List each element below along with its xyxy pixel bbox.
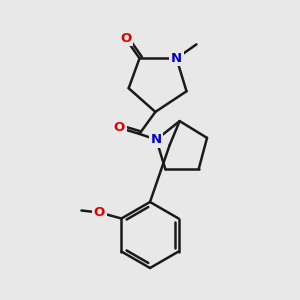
- Text: N: N: [171, 52, 182, 65]
- Text: N: N: [151, 133, 162, 146]
- Text: O: O: [120, 32, 131, 45]
- Text: O: O: [114, 122, 125, 134]
- Text: O: O: [94, 206, 105, 219]
